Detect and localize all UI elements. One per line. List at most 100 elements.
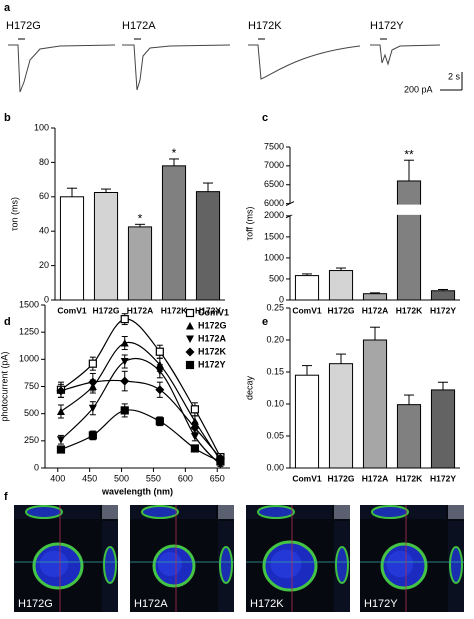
- scale-label: 2 s: [448, 71, 461, 81]
- marker: [120, 315, 129, 324]
- marker: [190, 405, 200, 414]
- nucleus: [386, 550, 414, 578]
- cell-top: [257, 505, 295, 519]
- y-tick-label: 40: [39, 226, 49, 236]
- trace: [370, 44, 441, 66]
- x-tick-label: H172K: [396, 473, 423, 483]
- y-tick-label: 1000: [264, 252, 284, 262]
- y-tick-label: 0.25: [266, 302, 284, 312]
- marker: [155, 367, 164, 376]
- legend-label: H172G: [198, 320, 227, 330]
- panel-letter: c: [262, 112, 268, 124]
- marker: [88, 404, 97, 413]
- orthogonal-corner: [102, 505, 118, 519]
- bar: [127, 226, 153, 301]
- scale-label: 200 pA: [404, 84, 433, 94]
- legend-label: ComV1: [198, 307, 229, 317]
- y-tick-label: 0.00: [266, 462, 284, 472]
- bar: [161, 165, 187, 301]
- marker: [155, 347, 164, 356]
- x-tick-label: H172G: [93, 305, 120, 315]
- marker: [216, 457, 225, 466]
- marker: [185, 308, 195, 318]
- trace-label: H172G: [6, 20, 41, 32]
- cell-side: [449, 546, 463, 584]
- trace: [248, 44, 361, 80]
- panel-letter: d: [4, 316, 11, 328]
- panel-letter: b: [4, 112, 11, 124]
- y-tick-label: 0: [279, 294, 284, 304]
- bar: [93, 192, 119, 301]
- image-label: H172Y: [364, 598, 398, 610]
- legend-label: H172Y: [198, 359, 226, 369]
- y-tick-label: 60: [39, 191, 49, 201]
- x-tick-label: H172A: [127, 305, 153, 315]
- y-tick-label: 0.15: [266, 366, 284, 376]
- marker: [155, 417, 164, 426]
- annotation: *: [138, 211, 143, 225]
- orthogonal-corner: [334, 505, 350, 519]
- marker: [190, 432, 199, 441]
- micrograph: H172G: [14, 505, 118, 612]
- legend-label: H172A: [198, 333, 227, 343]
- trace: [8, 44, 116, 93]
- bar: [430, 290, 456, 301]
- y-tick-label: 750: [24, 381, 39, 391]
- marker: [56, 407, 65, 415]
- cell-side: [219, 546, 233, 584]
- series-line: [60, 341, 221, 461]
- panel-a: a H172G H172A H172K H172Y 2 s 200 pA: [4, 2, 463, 94]
- x-tick-label: H172A: [362, 473, 388, 483]
- marker: [120, 358, 129, 366]
- bar: [328, 270, 354, 301]
- y-tick-label: 0.05: [266, 430, 284, 440]
- y-tick-label: 7000: [264, 160, 284, 170]
- orthogonal-corner: [218, 505, 234, 519]
- image-label: H172G: [18, 598, 53, 610]
- x-tick-label: 500: [114, 473, 129, 483]
- x-tick-label: ComV1: [57, 305, 87, 315]
- axis-gap: [291, 204, 461, 215]
- marker: [120, 406, 129, 415]
- marker: [56, 445, 66, 454]
- bar: [294, 374, 320, 469]
- marker: [88, 377, 98, 387]
- orthogonal-corner: [448, 505, 464, 519]
- y-tick-label: 250: [24, 435, 39, 445]
- x-tick-label: H172G: [328, 473, 355, 483]
- cell-top: [141, 505, 179, 519]
- marker: [190, 444, 200, 453]
- y-tick-label: 0.20: [266, 334, 284, 344]
- x-tick-label: H172Y: [430, 473, 456, 483]
- bar: [396, 404, 422, 469]
- trace-label: H172Y: [370, 20, 404, 32]
- panel-letter: f: [4, 491, 8, 503]
- y-tick-label: 7500: [264, 141, 284, 151]
- y-tick-label: 1500: [19, 299, 39, 309]
- bar: [430, 389, 456, 469]
- x-tick-label: H172A: [362, 305, 388, 315]
- marker: [88, 431, 97, 440]
- bar: [396, 180, 422, 301]
- y-axis-label: decay: [244, 375, 254, 400]
- annotation: *: [172, 146, 177, 160]
- nucleus: [270, 549, 302, 579]
- marker: [185, 347, 195, 357]
- x-tick-label: H172G: [328, 305, 355, 315]
- x-tick-label: 650: [210, 473, 225, 483]
- marker: [56, 436, 65, 444]
- y-axis-label: τoff (ms): [244, 207, 254, 241]
- x-tick-label: H172K: [396, 305, 423, 315]
- image-label: H172K: [250, 598, 284, 610]
- x-tick-label: 550: [146, 473, 161, 483]
- micrograph: H172K: [246, 505, 350, 612]
- cell-side: [103, 546, 117, 584]
- nucleus: [39, 550, 69, 578]
- marker: [190, 417, 199, 425]
- marker: [186, 322, 194, 330]
- x-tick-label: 600: [178, 473, 193, 483]
- x-tick-label: H172Y: [195, 305, 221, 315]
- marker: [56, 386, 66, 396]
- trace-label: H172K: [248, 20, 282, 32]
